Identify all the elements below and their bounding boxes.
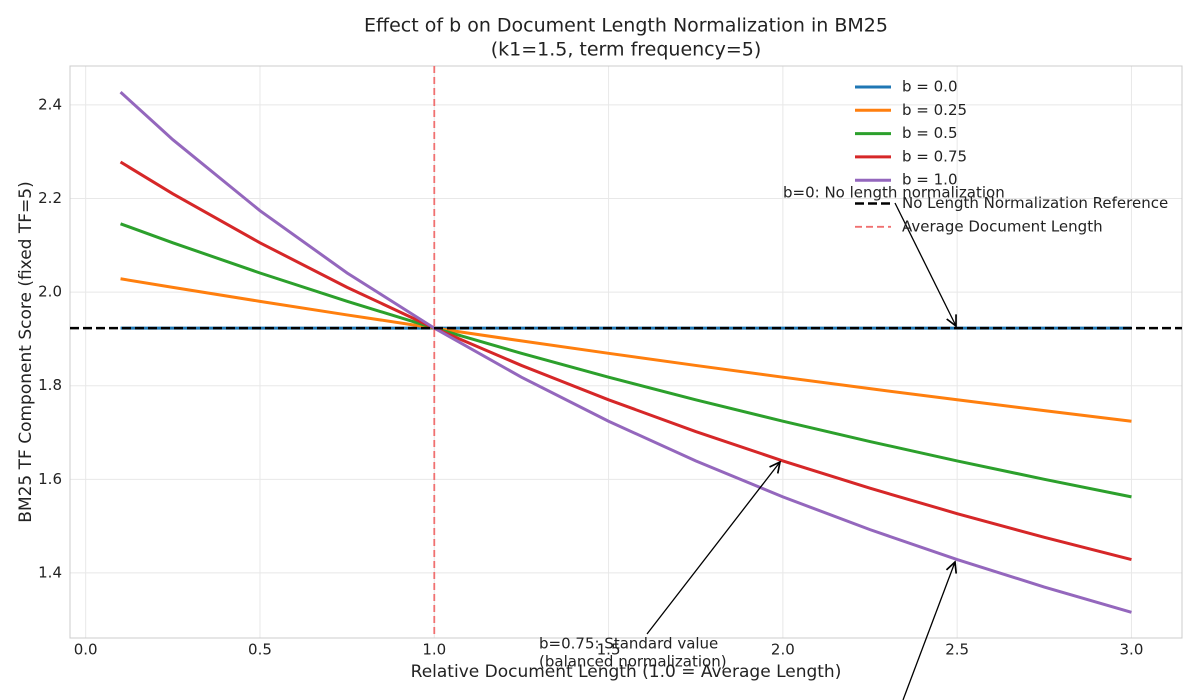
y-tick-label: 2.0	[38, 283, 62, 301]
legend-label: Average Document Length	[902, 217, 1103, 235]
annotation-text: (balanced normalization)	[539, 653, 727, 671]
annotation-text: b=0.75: Standard value	[539, 635, 718, 653]
y-tick-label: 1.6	[38, 470, 62, 488]
x-tick-label: 1.0	[422, 641, 446, 659]
x-axis-label: Relative Document Length (1.0 = Average …	[411, 662, 842, 682]
x-tick-label: 1.5	[597, 641, 621, 659]
annotation-text: b=0: No length normalization	[783, 184, 1005, 202]
y-tick-label: 1.8	[38, 376, 62, 394]
series-line	[120, 222, 1132, 499]
x-tick-label: 3.0	[1120, 641, 1144, 659]
y-tick-label: 2.2	[38, 189, 62, 207]
y-tick-label: 1.4	[38, 563, 62, 581]
chart-subtitle: (k1=1.5, term frequency=5)	[491, 39, 762, 61]
annotation-arrow	[646, 462, 780, 635]
annotation-arrow	[894, 202, 956, 326]
x-tick-label: 0.0	[74, 641, 98, 659]
legend-label: b = 0.25	[902, 101, 967, 119]
series-line	[119, 160, 1132, 562]
y-tick-label: 2.4	[38, 95, 62, 113]
x-tick-label: 2.5	[945, 641, 969, 659]
plot-frame	[69, 65, 1183, 639]
legend-label: b = 1.0	[902, 171, 957, 189]
legend-label: No Length Normalization Reference	[902, 194, 1168, 212]
x-tick-label: 0.5	[248, 641, 272, 659]
series-line	[120, 277, 1132, 423]
annotation-arrow	[902, 562, 955, 700]
legend-label: b = 0.5	[902, 124, 957, 142]
series-line	[119, 91, 1132, 614]
y-axis-label: BM25 TF Component Score (fixed TF=5)	[16, 181, 36, 522]
legend-label: b = 0.0	[902, 78, 957, 96]
legend-label: b = 0.75	[902, 147, 967, 165]
chart-title: Effect of b on Document Length Normaliza…	[364, 15, 888, 37]
x-tick-label: 2.0	[771, 641, 795, 659]
